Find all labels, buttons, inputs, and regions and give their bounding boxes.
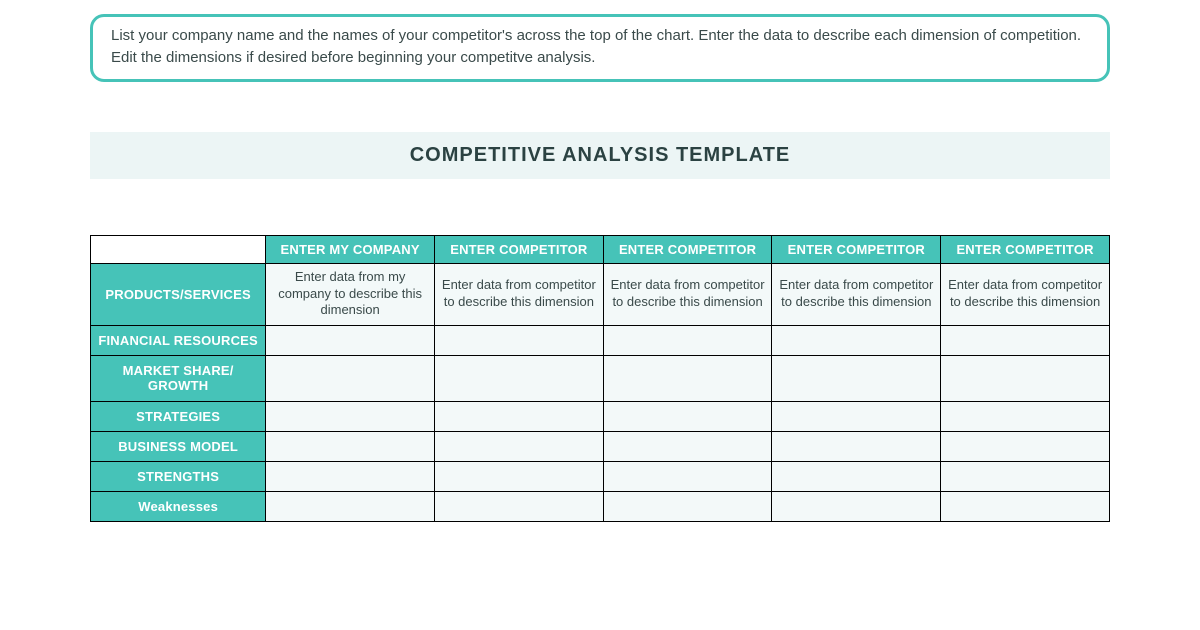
table-row: FINANCIAL RESOURCES	[91, 325, 1110, 355]
table-header-row: ENTER MY COMPANY ENTER COMPETITOR ENTER …	[91, 235, 1110, 263]
row-label-strategies[interactable]: STRATEGIES	[91, 401, 266, 431]
table-row: Weaknesses	[91, 491, 1110, 521]
header-my-company[interactable]: ENTER MY COMPANY	[266, 235, 435, 263]
cell-strategies-competitor-2[interactable]	[603, 401, 772, 431]
table-row: MARKET SHARE/ GROWTH	[91, 355, 1110, 401]
cell-financial-competitor-2[interactable]	[603, 325, 772, 355]
instructions-box: List your company name and the names of …	[90, 14, 1110, 82]
row-label-market-share-growth[interactable]: MARKET SHARE/ GROWTH	[91, 355, 266, 401]
cell-market-my-company[interactable]	[266, 355, 435, 401]
cell-products-competitor-1[interactable]: Enter data from competitor to describe t…	[435, 263, 604, 325]
cell-business-my-company[interactable]	[266, 431, 435, 461]
cell-market-competitor-4[interactable]	[941, 355, 1110, 401]
header-competitor-4[interactable]: ENTER COMPETITOR	[941, 235, 1110, 263]
cell-strengths-competitor-4[interactable]	[941, 461, 1110, 491]
row-label-weaknesses[interactable]: Weaknesses	[91, 491, 266, 521]
header-competitor-2[interactable]: ENTER COMPETITOR	[603, 235, 772, 263]
cell-weaknesses-competitor-3[interactable]	[772, 491, 941, 521]
header-competitor-1[interactable]: ENTER COMPETITOR	[435, 235, 604, 263]
cell-strategies-competitor-4[interactable]	[941, 401, 1110, 431]
cell-strengths-competitor-1[interactable]	[435, 461, 604, 491]
header-competitor-3[interactable]: ENTER COMPETITOR	[772, 235, 941, 263]
row-label-products-services[interactable]: PRODUCTS/SERVICES	[91, 263, 266, 325]
cell-business-competitor-2[interactable]	[603, 431, 772, 461]
analysis-table: ENTER MY COMPANY ENTER COMPETITOR ENTER …	[90, 235, 1110, 522]
cell-weaknesses-competitor-4[interactable]	[941, 491, 1110, 521]
cell-weaknesses-my-company[interactable]	[266, 491, 435, 521]
cell-financial-competitor-3[interactable]	[772, 325, 941, 355]
cell-business-competitor-3[interactable]	[772, 431, 941, 461]
page-title: COMPETITIVE ANALYSIS TEMPLATE	[90, 132, 1110, 179]
cell-business-competitor-1[interactable]	[435, 431, 604, 461]
table-row: BUSINESS MODEL	[91, 431, 1110, 461]
cell-weaknesses-competitor-1[interactable]	[435, 491, 604, 521]
instructions-text: List your company name and the names of …	[111, 27, 1081, 66]
cell-business-competitor-4[interactable]	[941, 431, 1110, 461]
cell-strengths-my-company[interactable]	[266, 461, 435, 491]
row-label-financial-resources[interactable]: FINANCIAL RESOURCES	[91, 325, 266, 355]
cell-products-my-company[interactable]: Enter data from my company to describe t…	[266, 263, 435, 325]
row-label-strengths[interactable]: STRENGTHS	[91, 461, 266, 491]
cell-products-competitor-4[interactable]: Enter data from competitor to describe t…	[941, 263, 1110, 325]
cell-financial-my-company[interactable]	[266, 325, 435, 355]
cell-market-competitor-2[interactable]	[603, 355, 772, 401]
cell-strengths-competitor-2[interactable]	[603, 461, 772, 491]
cell-market-competitor-3[interactable]	[772, 355, 941, 401]
cell-strategies-competitor-1[interactable]	[435, 401, 604, 431]
cell-products-competitor-3[interactable]: Enter data from competitor to describe t…	[772, 263, 941, 325]
cell-weaknesses-competitor-2[interactable]	[603, 491, 772, 521]
header-empty	[91, 235, 266, 263]
table-row: STRENGTHS	[91, 461, 1110, 491]
cell-financial-competitor-1[interactable]	[435, 325, 604, 355]
cell-market-competitor-1[interactable]	[435, 355, 604, 401]
cell-strengths-competitor-3[interactable]	[772, 461, 941, 491]
cell-strategies-competitor-3[interactable]	[772, 401, 941, 431]
table-row: PRODUCTS/SERVICES Enter data from my com…	[91, 263, 1110, 325]
cell-products-competitor-2[interactable]: Enter data from competitor to describe t…	[603, 263, 772, 325]
row-label-business-model[interactable]: BUSINESS MODEL	[91, 431, 266, 461]
cell-financial-competitor-4[interactable]	[941, 325, 1110, 355]
cell-strategies-my-company[interactable]	[266, 401, 435, 431]
table-row: STRATEGIES	[91, 401, 1110, 431]
